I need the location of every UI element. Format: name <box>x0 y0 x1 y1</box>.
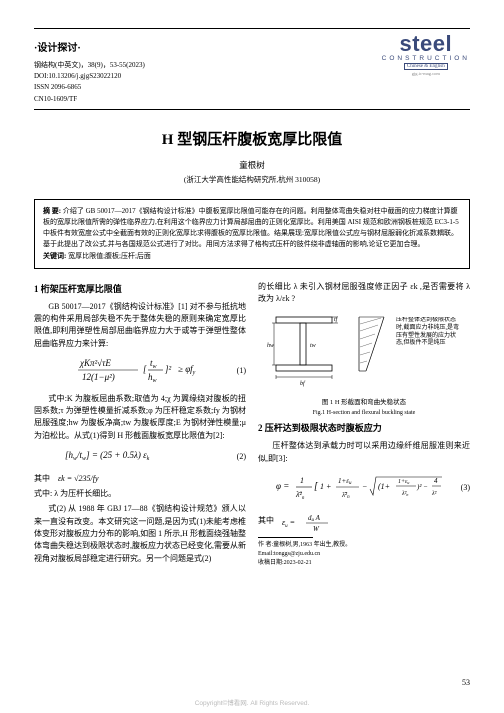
svg-text:[hw/tw] = (25 + 0.5λ) εk: [hw/tw] = (25 + 0.5λ) εk <box>65 450 150 462</box>
where-label: 其中 <box>34 474 50 483</box>
svg-text:−: − <box>362 482 367 491</box>
where-formula: εu = du A W <box>282 516 342 525</box>
svg-text:)² −: )² − <box>416 483 428 491</box>
equation-3: φ = 1 λ̄²n [ 1 + 1+εu λ̄²n − (1+ 1+εu <box>258 469 470 507</box>
figure-annotation: 压杆整体达到极限状态时,截面应力非纯压,是弯压有塑性发展的应力状态,但板件不是纯… <box>396 317 462 348</box>
journal-logo: steel CONSTRUCTION Chinese & English gjg… <box>382 35 470 76</box>
abstract-label: 摘 要: <box>43 207 61 215</box>
svg-text:1+εu: 1+εu <box>398 479 409 485</box>
equation-number: (2) <box>237 451 246 463</box>
section-heading: 1 桁架压杆宽厚比限值 <box>34 283 246 297</box>
dim-bf: bf <box>300 380 306 387</box>
equation-body: φ = 1 λ̄²n [ 1 + 1+εu λ̄²n − (1+ 1+εu <box>258 469 461 507</box>
svg-text:W: W <box>313 525 320 531</box>
svg-text:tw: tw <box>150 358 157 370</box>
keywords-text: 宽厚比限值;腹板;压杆;后面 <box>68 252 151 260</box>
footnote-email: Email:tonggs@zju.edu.cn <box>258 550 470 559</box>
paragraph: 的长细比 λ 未引入钢材屈服强度修正因子 εk ,是否需要将 λ 改为 λ/εk… <box>258 281 470 306</box>
mid-rule <box>34 109 470 110</box>
svg-text:1+εu: 1+εu <box>338 477 352 486</box>
equation-body: χKπ²√τE 12(1−μ²) [ tw hw ]² ≥ φfy <box>34 354 237 388</box>
where-clause: 其中 εu = du A W <box>258 511 470 531</box>
logo-url: gjg.ic-mag.com <box>412 71 440 76</box>
left-column: 1 桁架压杆宽厚比限值 GB 50017—2017《钢结构设计标准》[1] 对不… <box>34 281 246 569</box>
svg-text:1 +: 1 + <box>320 482 331 491</box>
svg-text:1: 1 <box>300 476 304 485</box>
header: ·设计探讨· 钢结构(中英文)，38(9)，53-55(2023) DOI:10… <box>34 35 470 105</box>
dim-tw: tw <box>310 343 316 349</box>
svg-text:λ̄²: λ̄² <box>431 491 437 497</box>
logo-construction-text: CONSTRUCTION <box>382 55 470 62</box>
body-columns: 1 桁架压杆宽厚比限值 GB 50017—2017《钢结构设计标准》[1] 对不… <box>34 281 470 569</box>
svg-text:λ̄²n: λ̄²n <box>295 490 305 501</box>
right-column: 的长细比 λ 未引入钢材屈服强度修正因子 εk ,是否需要将 λ 改为 λ/εk… <box>258 281 470 569</box>
svg-text:[: [ <box>314 481 319 492</box>
svg-text:hw: hw <box>148 372 157 384</box>
section-heading: 2 压杆达到极限状态时腹板应力 <box>258 422 470 436</box>
equation-body: [hw/tw] = (25 + 0.5λ) εk <box>34 446 237 468</box>
paragraph: 式中:K 为腹板屈曲系数;取值为 4;χ 为翼缘绕对腹板的扭固系数;τ 为弹塑性… <box>34 393 246 443</box>
paragraph: 压杆整体达到承载力时可以采用边缘纤维屈服准则来近似,即[3]: <box>258 440 470 465</box>
svg-text:du A: du A <box>308 514 321 523</box>
copyright-line: Copyright©博看网. All Rights Reserved. <box>0 697 504 707</box>
affiliation: (浙江大学高性能结构研究所,杭州 310058) <box>34 174 470 185</box>
svg-text:4: 4 <box>434 477 438 485</box>
article-title: H 型钢压杆腹板宽厚比限值 <box>34 128 470 149</box>
top-rule <box>34 28 470 29</box>
meta-line: 钢结构(中英文)，38(9)，53-55(2023) <box>34 60 145 71</box>
svg-text:12(1−μ²): 12(1−μ²) <box>82 372 115 382</box>
where-formula: εk = √235/fy <box>58 474 99 483</box>
header-left: ·设计探讨· 钢结构(中英文)，38(9)，53-55(2023) DOI:10… <box>34 35 145 105</box>
svg-text:λ̄²n: λ̄²n <box>341 491 350 500</box>
where-label: 其中 <box>258 516 274 525</box>
footnote-rule <box>258 537 313 538</box>
paragraph: 式中: λ 为压杆长细比。 <box>34 488 246 500</box>
equation-2: [hw/tw] = (25 + 0.5λ) εk (2) <box>34 446 246 468</box>
equation-number: (1) <box>237 365 246 377</box>
figure-1: hw bf tf tw <box>258 309 470 418</box>
svg-text:λ̄²n: λ̄²n <box>401 491 408 497</box>
meta-line: ISSN 2096-6865 <box>34 82 145 93</box>
meta-line: CN10-1609/TF <box>34 94 145 105</box>
page-number: 53 <box>462 678 470 687</box>
page: ·设计探讨· 钢结构(中英文)，38(9)，53-55(2023) DOI:10… <box>0 0 504 713</box>
svg-text:(1+: (1+ <box>378 482 390 491</box>
keywords-label: 关键词: <box>43 252 66 260</box>
equation-number: (3) <box>461 482 470 494</box>
abstract-text: 介绍了 GB 50017—2017《钢结构设计标准》中腹板宽厚比限值可能存在的问… <box>43 207 459 249</box>
svg-text:εu =: εu = <box>282 518 295 529</box>
svg-text:χKπ²√τE: χKπ²√τE <box>79 358 111 368</box>
logo-steel-text: steel <box>399 35 452 54</box>
meta-line: DOI:10.13206/j.gjgS23022120 <box>34 71 145 82</box>
figure-caption-en: Fig.1 H-section and flexural buckling st… <box>258 409 470 418</box>
section-tag: ·设计探讨· <box>34 39 145 54</box>
h-section-diagram: hw bf tf tw <box>264 309 464 391</box>
svg-text:φ =: φ = <box>276 481 289 491</box>
where-clause: 其中 εk = √235/fy <box>34 473 246 485</box>
abstract-box: 摘 要: 介绍了 GB 50017—2017《钢结构设计标准》中腹板宽厚比限值可… <box>34 199 470 269</box>
paragraph: GB 50017—2017《钢结构设计标准》[1] 对不参与抵抗地震的构件采用局… <box>34 301 246 351</box>
author: 童根树 <box>34 159 470 171</box>
paragraph: 式(2) 从 1988 年 GBJ 17—88《钢结构设计规范》颁人以来一直没有… <box>34 503 246 565</box>
footnote-date: 收稿日期:2023-02-21 <box>258 559 470 568</box>
svg-text:]²: ]² <box>164 364 172 374</box>
dim-hw: hw <box>267 343 274 349</box>
svg-text:≥ φfy: ≥ φfy <box>178 364 196 376</box>
footnote-author: 作 者:童根树,男,1963 年出生,教授。 <box>258 541 470 550</box>
equation-1: χKπ²√τE 12(1−μ²) [ tw hw ]² ≥ φfy (1) <box>34 354 246 388</box>
svg-text:[: [ <box>143 364 147 374</box>
figure-caption-cn: 图 1 H 形截面和弯曲失稳状态 <box>258 398 470 408</box>
logo-tag: Chinese & English <box>404 63 448 70</box>
